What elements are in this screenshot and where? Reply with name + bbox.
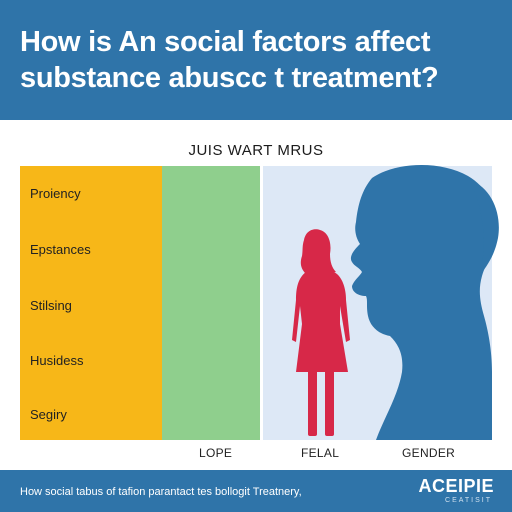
row-label-2: Epstances [30, 242, 91, 257]
column-label-2: FELAL [301, 446, 340, 460]
row-label-1: Proiency [30, 186, 81, 201]
column-label-1: LOPE [199, 446, 233, 460]
yellow-band [20, 166, 162, 440]
brand-tagline: CEATISIT [445, 497, 492, 504]
row-label-3: Stilsing [30, 298, 72, 313]
row-label-5: Segiry [30, 407, 67, 422]
page-title: How is An social factors affect substanc… [20, 26, 439, 94]
column-label-3: GENDER [402, 446, 456, 460]
woman-figure-icon [292, 229, 350, 436]
header-banner: How is An social factors affect substanc… [0, 0, 512, 120]
band-divider [260, 166, 263, 440]
footer-caption: How social tabus of tafion parantact tes… [20, 486, 302, 498]
head-silhouette-icon [350, 164, 497, 440]
green-band [162, 166, 260, 440]
footer-banner: How social tabus of tafion parantact tes… [0, 470, 512, 512]
row-label-4: Husidess [30, 353, 84, 368]
chart-subtitle: JUIS WART MRUS [188, 142, 324, 159]
brand-logo: ACEIPIE [418, 476, 494, 496]
